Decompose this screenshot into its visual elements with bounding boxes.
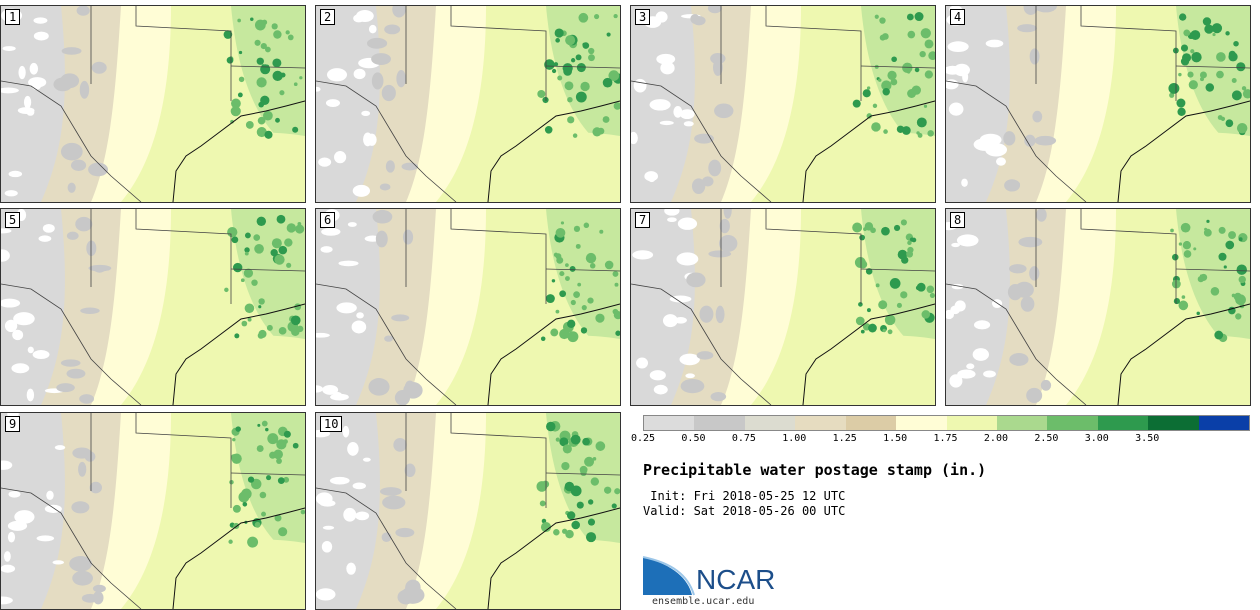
legend-swatch bbox=[845, 416, 897, 430]
color-legend bbox=[643, 415, 1250, 431]
legend-swatch bbox=[795, 416, 846, 430]
legend-tick-label: 1.75 bbox=[933, 433, 958, 444]
legend-swatch bbox=[694, 416, 745, 430]
panel-label: 2 bbox=[320, 9, 336, 25]
member-panel-1: 1 bbox=[0, 5, 306, 203]
precip-water-map bbox=[316, 413, 620, 609]
panel-label: 5 bbox=[5, 212, 21, 228]
init-time: Init: Fri 2018-05-25 12 UTC bbox=[643, 489, 846, 503]
legend-tick-label: 1.50 bbox=[883, 433, 908, 444]
ncar-wordmark: NCAR bbox=[696, 564, 776, 595]
panel-label: 6 bbox=[320, 212, 336, 228]
member-panel-10: 10 bbox=[315, 412, 621, 610]
legend-swatch bbox=[1047, 416, 1098, 430]
panel-label: 9 bbox=[5, 416, 21, 432]
legend-swatch bbox=[896, 416, 947, 430]
legend-tick-label: 0.75 bbox=[731, 433, 756, 444]
member-panel-9: 9 bbox=[0, 412, 306, 610]
panel-label: 4 bbox=[950, 9, 966, 25]
legend-ticks: 0.25 0.50 0.75 1.00 1.25 1.50 1.75 2.00 2.50 3.00… bbox=[630, 433, 1250, 447]
legend-tick-label: 3.00 bbox=[1084, 433, 1109, 444]
member-panel-2: 2 bbox=[315, 5, 621, 203]
ncar-logo bbox=[642, 556, 695, 596]
legend-tick-label: 1.00 bbox=[782, 433, 807, 444]
panel-label: 7 bbox=[635, 212, 651, 228]
legend-tick-label: 2.00 bbox=[983, 433, 1008, 444]
precip-water-map bbox=[1, 6, 305, 202]
legend-swatch bbox=[644, 416, 695, 430]
precip-water-map bbox=[1, 209, 305, 405]
legend-tick-label: 1.25 bbox=[832, 433, 857, 444]
legend-swatch bbox=[1097, 416, 1149, 430]
legend-swatch bbox=[744, 416, 796, 430]
panel-label: 3 bbox=[635, 9, 651, 25]
panel-label: 10 bbox=[320, 416, 343, 432]
legend-tick-label: 3.50 bbox=[1135, 433, 1160, 444]
legend-swatch bbox=[1148, 416, 1199, 430]
precip-water-map bbox=[946, 6, 1250, 202]
legend-tick-label: 2.50 bbox=[1034, 433, 1059, 444]
precip-water-map bbox=[316, 6, 620, 202]
member-panel-7: 7 bbox=[630, 208, 936, 406]
panel-label: 8 bbox=[950, 212, 966, 228]
legend-tick-label: 0.25 bbox=[631, 433, 656, 444]
member-panel-6: 6 bbox=[315, 208, 621, 406]
precip-water-map bbox=[946, 209, 1250, 405]
legend-tick-label: 0.50 bbox=[681, 433, 706, 444]
panel-label: 1 bbox=[5, 9, 21, 25]
member-panel-3: 3 bbox=[630, 5, 936, 203]
member-panel-8: 8 bbox=[945, 208, 1251, 406]
precip-water-map bbox=[1, 413, 305, 609]
legend-swatch bbox=[946, 416, 997, 430]
legend-swatch bbox=[996, 416, 1048, 430]
site-url: ensemble.ucar.edu bbox=[652, 596, 755, 607]
precip-water-map bbox=[631, 6, 935, 202]
valid-time: Valid: Sat 2018-05-26 00 UTC bbox=[643, 504, 846, 518]
precip-water-map bbox=[631, 209, 935, 405]
member-panel-4: 4 bbox=[945, 5, 1251, 203]
plot-title: Precipitable water postage stamp (in.) bbox=[643, 461, 987, 479]
legend-swatch bbox=[1198, 416, 1250, 430]
member-panel-5: 5 bbox=[0, 208, 306, 406]
precip-water-map bbox=[316, 209, 620, 405]
